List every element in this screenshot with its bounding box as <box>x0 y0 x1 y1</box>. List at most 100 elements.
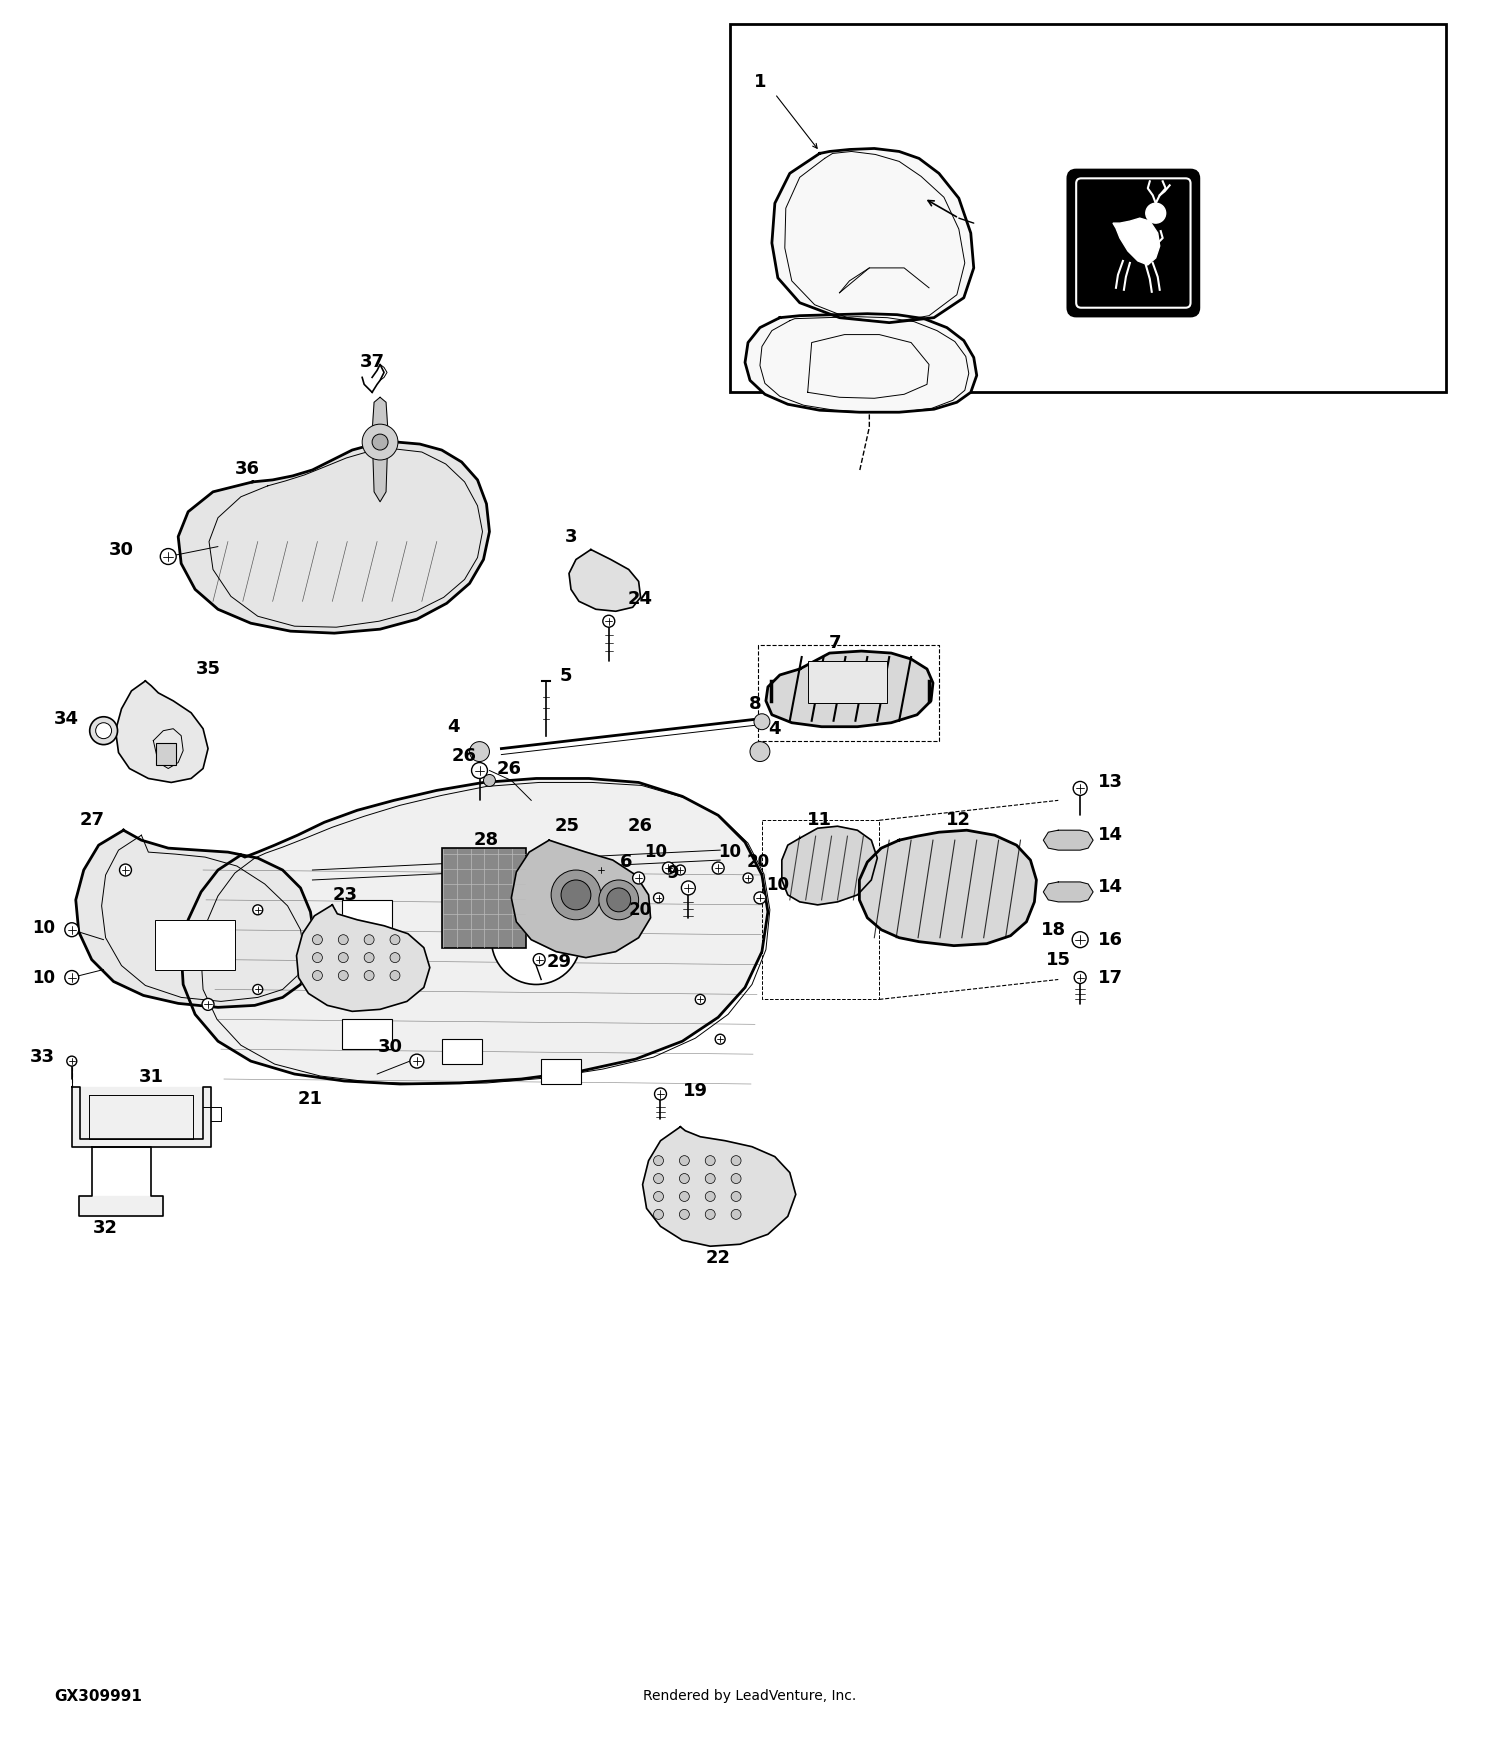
Circle shape <box>550 870 602 920</box>
Text: 19: 19 <box>682 1082 708 1101</box>
Circle shape <box>483 775 495 786</box>
Circle shape <box>663 863 675 873</box>
Text: 28: 28 <box>474 831 500 849</box>
Bar <box>441 849 526 949</box>
Text: 20: 20 <box>628 901 652 919</box>
Text: 12: 12 <box>946 812 972 829</box>
Bar <box>807 662 886 704</box>
Circle shape <box>312 971 322 980</box>
Circle shape <box>96 723 111 738</box>
Polygon shape <box>859 830 1036 945</box>
Text: 30: 30 <box>110 541 134 558</box>
Text: 30: 30 <box>378 1038 402 1057</box>
Polygon shape <box>372 397 388 502</box>
Text: 13: 13 <box>1098 774 1122 791</box>
Circle shape <box>202 999 214 1010</box>
Bar <box>441 1040 482 1064</box>
Text: 22: 22 <box>705 1250 730 1267</box>
Circle shape <box>598 880 639 920</box>
Text: 10: 10 <box>718 844 741 861</box>
Text: 8: 8 <box>748 695 762 712</box>
Circle shape <box>680 1209 690 1220</box>
Circle shape <box>696 994 705 1004</box>
Circle shape <box>532 954 544 966</box>
Polygon shape <box>512 840 651 957</box>
Text: 11: 11 <box>807 812 832 829</box>
Polygon shape <box>182 779 768 1083</box>
Text: 21: 21 <box>298 1090 322 1108</box>
Text: 26: 26 <box>496 760 522 777</box>
Text: 14: 14 <box>1098 878 1122 896</box>
Text: 34: 34 <box>54 710 78 728</box>
Circle shape <box>730 1155 741 1166</box>
Circle shape <box>372 434 388 450</box>
Polygon shape <box>568 550 640 611</box>
Text: 7: 7 <box>828 634 842 653</box>
Polygon shape <box>772 149 974 322</box>
Text: 14: 14 <box>1098 826 1122 844</box>
Circle shape <box>654 892 663 903</box>
Circle shape <box>654 1174 663 1183</box>
Circle shape <box>390 952 400 963</box>
Circle shape <box>120 864 132 877</box>
Circle shape <box>730 1192 741 1202</box>
Text: LEADVENTURE: LEADVENTURE <box>230 866 774 933</box>
Polygon shape <box>1044 882 1094 901</box>
Circle shape <box>742 873 753 884</box>
Circle shape <box>90 718 117 744</box>
Circle shape <box>716 1034 724 1045</box>
Polygon shape <box>766 651 933 726</box>
Circle shape <box>603 616 615 626</box>
Circle shape <box>364 934 374 945</box>
Circle shape <box>364 952 374 963</box>
Circle shape <box>362 424 398 460</box>
Text: 4: 4 <box>768 719 782 738</box>
Circle shape <box>390 934 400 945</box>
Polygon shape <box>782 826 877 905</box>
Circle shape <box>410 1054 424 1068</box>
Circle shape <box>680 1174 690 1183</box>
Polygon shape <box>178 443 489 634</box>
Bar <box>342 1018 392 1050</box>
Polygon shape <box>746 313 976 413</box>
Bar <box>342 900 392 929</box>
Circle shape <box>64 971 78 985</box>
Polygon shape <box>1044 830 1094 850</box>
Text: 37: 37 <box>360 354 384 371</box>
Circle shape <box>730 1209 741 1220</box>
Circle shape <box>608 887 630 912</box>
Text: GX309991: GX309991 <box>54 1689 142 1703</box>
Text: 33: 33 <box>30 1048 54 1066</box>
Text: 2: 2 <box>1176 178 1190 198</box>
Circle shape <box>339 934 348 945</box>
Text: 10: 10 <box>33 919 56 936</box>
Text: 15: 15 <box>1046 950 1071 968</box>
Text: 16: 16 <box>1098 931 1122 948</box>
Text: 4: 4 <box>447 718 460 735</box>
Circle shape <box>312 952 322 963</box>
Text: 10: 10 <box>766 877 789 894</box>
Text: 10: 10 <box>644 844 668 861</box>
Polygon shape <box>72 1087 211 1146</box>
Circle shape <box>1074 971 1086 984</box>
Circle shape <box>654 1155 663 1166</box>
Circle shape <box>160 548 176 565</box>
Text: 32: 32 <box>93 1220 118 1237</box>
Polygon shape <box>78 1197 164 1216</box>
Circle shape <box>596 864 606 875</box>
Bar <box>542 1059 580 1083</box>
Text: 35: 35 <box>195 660 220 677</box>
Circle shape <box>254 905 262 915</box>
Circle shape <box>680 1192 690 1202</box>
Polygon shape <box>116 681 208 782</box>
Circle shape <box>705 1209 716 1220</box>
Text: 18: 18 <box>1041 920 1066 938</box>
Bar <box>342 959 392 989</box>
Polygon shape <box>642 1127 795 1246</box>
Circle shape <box>654 1192 663 1202</box>
Text: 20: 20 <box>747 852 770 872</box>
Circle shape <box>681 880 696 894</box>
Circle shape <box>654 1209 663 1220</box>
Circle shape <box>492 894 580 985</box>
Text: 10: 10 <box>33 968 56 987</box>
